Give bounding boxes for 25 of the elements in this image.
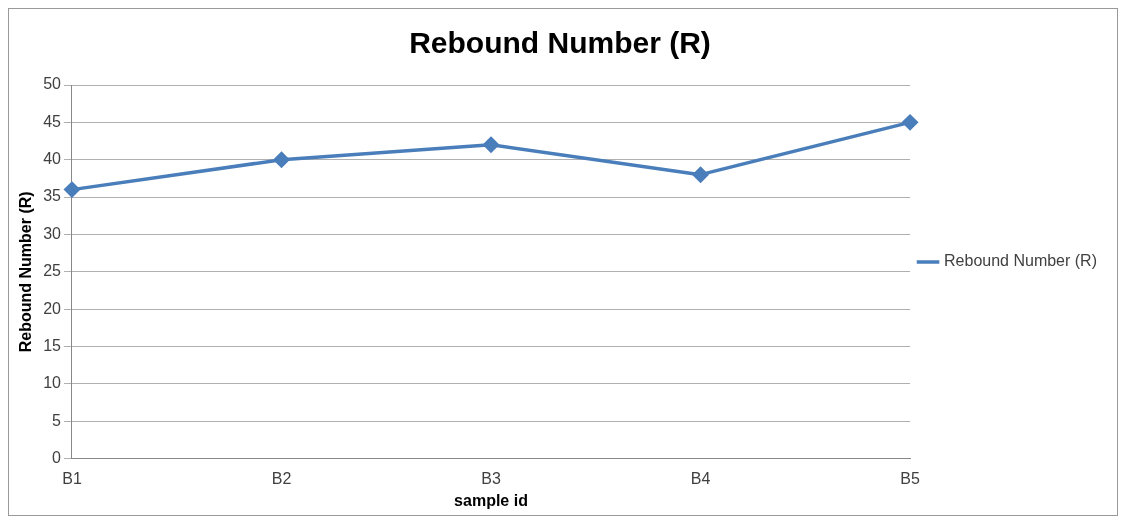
point bbox=[273, 151, 290, 168]
y-tick-label: 5 bbox=[52, 411, 62, 429]
x-tick-label: B2 bbox=[271, 469, 292, 487]
y-tick-label: 15 bbox=[43, 336, 62, 354]
y-tick-label: 10 bbox=[43, 374, 62, 392]
x-tick-label: B5 bbox=[900, 469, 920, 487]
y-tick-label: 35 bbox=[43, 187, 62, 205]
y-tick-label: 25 bbox=[43, 262, 62, 280]
y-tick-label: 50 bbox=[43, 75, 62, 93]
point bbox=[902, 114, 918, 131]
legend-label: Rebound Number (R) bbox=[944, 252, 1097, 270]
y-tick-label: 45 bbox=[43, 112, 62, 130]
y-tick-label: 20 bbox=[43, 299, 62, 317]
x-tick-label: B4 bbox=[690, 469, 711, 487]
x-tick-label: B3 bbox=[481, 469, 501, 487]
x-tick-label: B1 bbox=[62, 469, 82, 487]
chart-title: Rebound Number (R) bbox=[409, 26, 711, 60]
y-tick-label: 40 bbox=[43, 150, 62, 168]
point bbox=[483, 137, 499, 153]
point bbox=[64, 181, 80, 198]
y-tick-label: 30 bbox=[43, 224, 62, 242]
y-tick-label: 0 bbox=[52, 449, 62, 467]
point bbox=[692, 166, 709, 183]
x-axis-title: sample id bbox=[454, 491, 528, 509]
y-axis-title: Rebound Number (R) bbox=[17, 191, 35, 353]
